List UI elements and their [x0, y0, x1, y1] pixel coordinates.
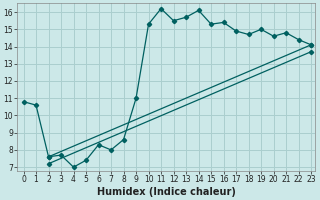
X-axis label: Humidex (Indice chaleur): Humidex (Indice chaleur): [97, 187, 236, 197]
